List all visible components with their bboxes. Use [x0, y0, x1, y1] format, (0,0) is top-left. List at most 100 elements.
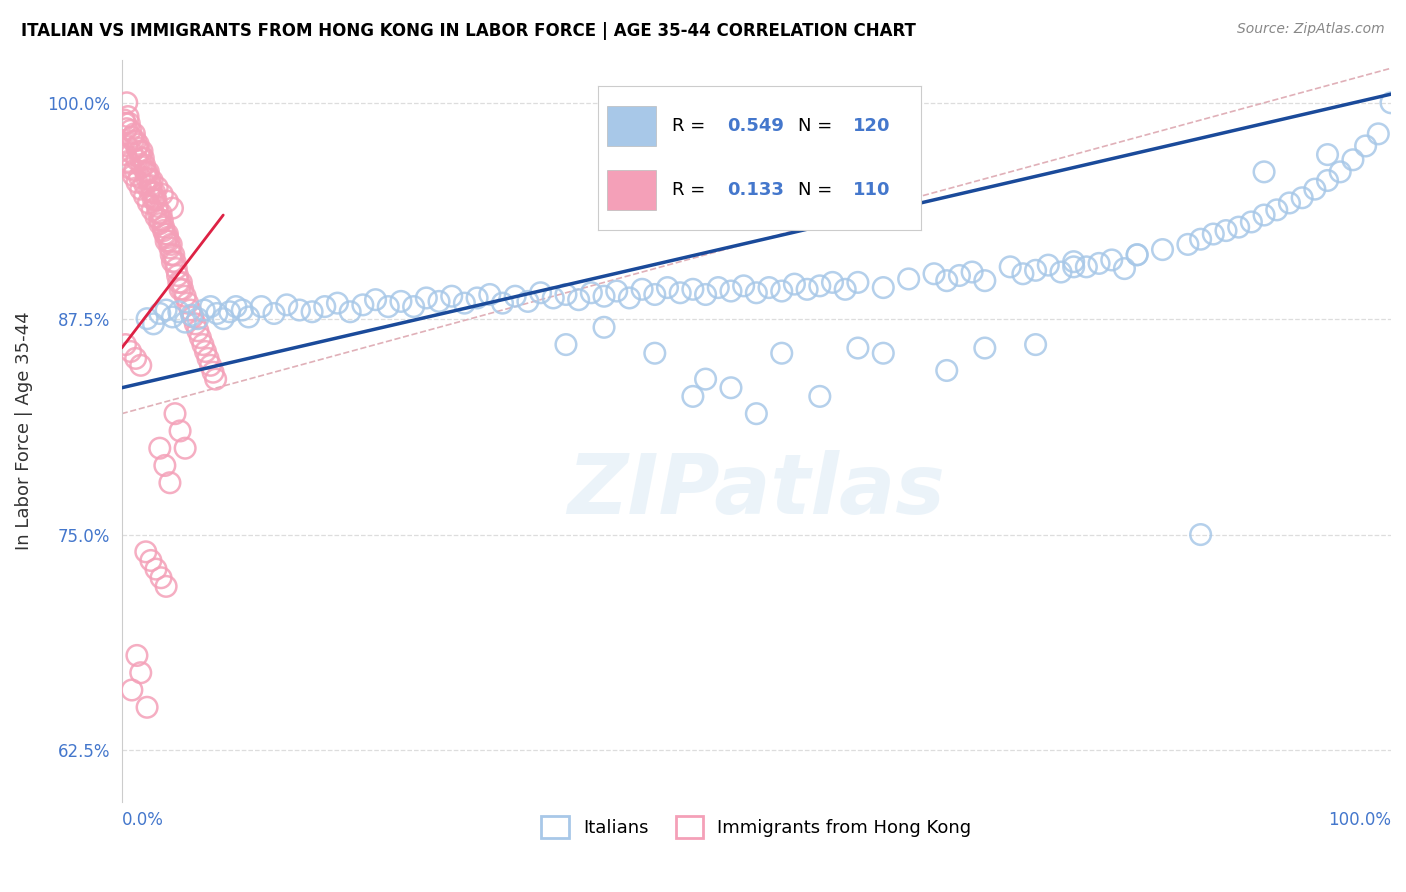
Point	[1253, 208, 1275, 222]
Point	[593, 320, 616, 334]
Point	[160, 248, 183, 262]
Text: Source: ZipAtlas.com: Source: ZipAtlas.com	[1237, 22, 1385, 37]
Point	[200, 359, 222, 373]
Point	[124, 134, 146, 148]
Point	[238, 310, 260, 324]
Point	[145, 210, 167, 224]
Point	[131, 144, 153, 158]
Point	[1152, 243, 1174, 257]
Point	[146, 180, 169, 194]
Point	[1012, 267, 1035, 281]
Point	[1101, 252, 1123, 267]
Point	[555, 337, 578, 351]
Point	[491, 296, 513, 310]
Point	[1253, 165, 1275, 179]
Point	[202, 365, 225, 379]
Point	[135, 545, 157, 559]
Point	[263, 306, 285, 320]
Point	[1076, 260, 1098, 274]
Point	[134, 177, 156, 191]
Point	[114, 147, 136, 161]
Point	[503, 289, 526, 303]
Point	[131, 160, 153, 174]
Point	[138, 184, 160, 198]
Point	[146, 199, 169, 213]
Point	[152, 220, 174, 235]
Point	[112, 113, 135, 128]
Point	[125, 141, 148, 155]
Legend: Italians, Immigrants from Hong Kong: Italians, Immigrants from Hong Kong	[534, 809, 979, 846]
Point	[783, 277, 806, 292]
Point	[872, 280, 894, 294]
Point	[1379, 95, 1402, 110]
Point	[389, 294, 412, 309]
Point	[1240, 215, 1263, 229]
Point	[276, 298, 298, 312]
Point	[149, 213, 172, 227]
Point	[415, 291, 437, 305]
Point	[427, 294, 450, 309]
Point	[125, 648, 148, 663]
Point	[516, 294, 538, 309]
Point	[122, 134, 145, 148]
Point	[808, 389, 831, 403]
Point	[180, 308, 202, 322]
Point	[174, 289, 197, 303]
Point	[1025, 263, 1047, 277]
Point	[218, 305, 240, 319]
Point	[231, 303, 253, 318]
Point	[948, 268, 970, 283]
Point	[568, 293, 591, 307]
Point	[745, 285, 768, 300]
Point	[122, 169, 145, 183]
Point	[796, 282, 818, 296]
Point	[176, 296, 198, 310]
Point	[669, 285, 692, 300]
Point	[159, 241, 181, 255]
Point	[1202, 227, 1225, 241]
Point	[1367, 127, 1389, 141]
Point	[138, 196, 160, 211]
Point	[115, 121, 138, 136]
Point	[440, 289, 463, 303]
Point	[141, 186, 163, 200]
Point	[129, 359, 152, 373]
Point	[541, 291, 564, 305]
Point	[114, 116, 136, 130]
Point	[1215, 224, 1237, 238]
Point	[121, 130, 143, 145]
Point	[465, 291, 488, 305]
Y-axis label: In Labor Force | Age 35-44: In Labor Force | Age 35-44	[15, 311, 32, 550]
Point	[402, 300, 425, 314]
Point	[314, 300, 336, 314]
Point	[120, 123, 142, 137]
Point	[1316, 173, 1339, 187]
Point	[120, 161, 142, 176]
Point	[115, 95, 138, 110]
Point	[1354, 139, 1376, 153]
Point	[935, 274, 957, 288]
Point	[125, 175, 148, 189]
Point	[352, 298, 374, 312]
Point	[124, 127, 146, 141]
Point	[145, 193, 167, 207]
Point	[142, 193, 165, 207]
Point	[205, 306, 228, 320]
Point	[377, 300, 399, 314]
Point	[184, 317, 207, 331]
Point	[114, 337, 136, 351]
Point	[1050, 265, 1073, 279]
Point	[1265, 202, 1288, 217]
Text: ITALIAN VS IMMIGRANTS FROM HONG KONG IN LABOR FORCE | AGE 35-44 CORRELATION CHAR: ITALIAN VS IMMIGRANTS FROM HONG KONG IN …	[21, 22, 915, 40]
Point	[179, 303, 201, 318]
Point	[326, 296, 349, 310]
Point	[128, 169, 150, 184]
Point	[162, 310, 184, 324]
Point	[695, 287, 717, 301]
Point	[128, 144, 150, 158]
Point	[1025, 337, 1047, 351]
Point	[139, 553, 162, 567]
Point	[174, 441, 197, 455]
Point	[808, 278, 831, 293]
Point	[115, 139, 138, 153]
